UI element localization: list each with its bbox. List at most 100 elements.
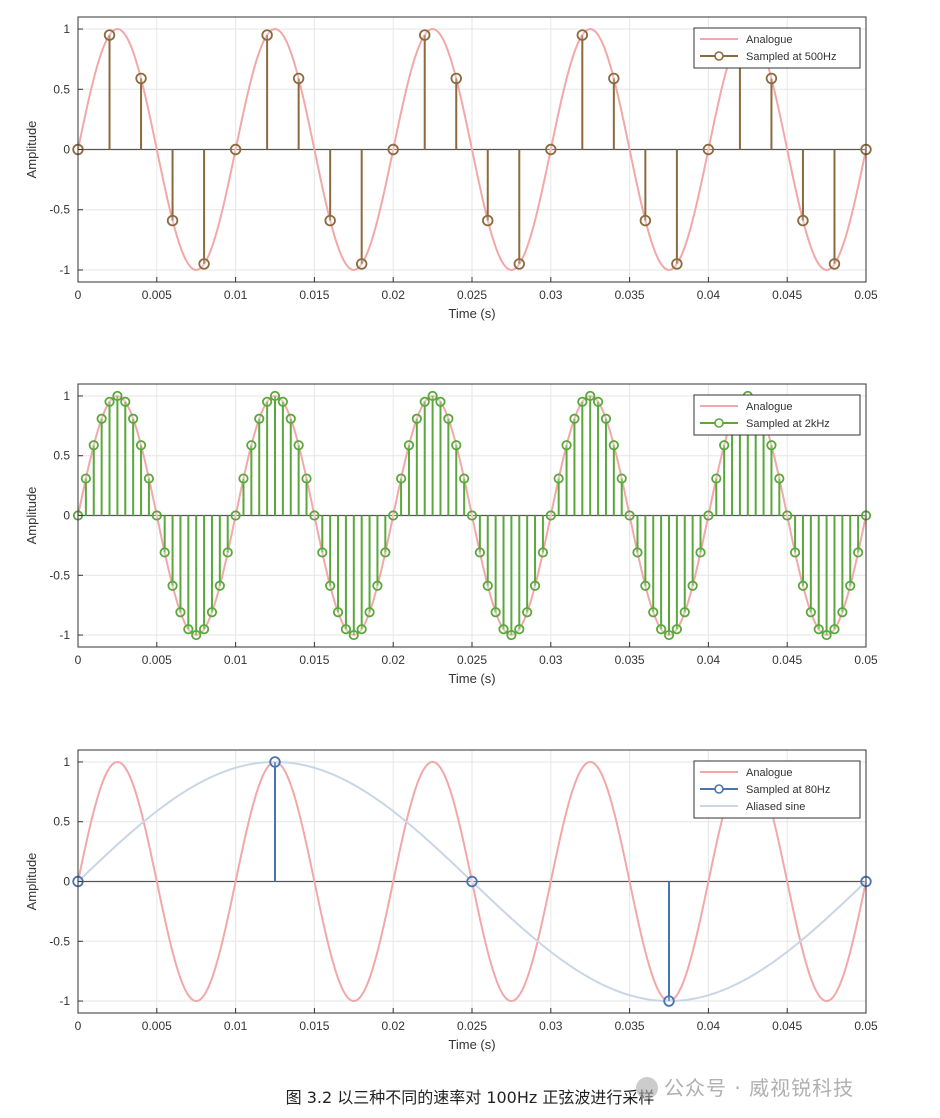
stem-marker xyxy=(103,29,116,41)
stem-marker xyxy=(537,547,549,558)
stem-marker xyxy=(703,510,714,521)
stem-marker xyxy=(183,624,194,635)
stem-marker xyxy=(285,413,296,424)
stem-marker xyxy=(451,440,462,451)
x-tick-label: 0.035 xyxy=(615,1019,645,1033)
legend-box xyxy=(693,27,861,69)
y-tick-label: 0 xyxy=(63,509,70,523)
stem-marker xyxy=(506,629,517,641)
stem-marker xyxy=(576,29,589,41)
legend-label: Aliased sine xyxy=(746,801,805,813)
y-axis-label: Amplitude xyxy=(24,121,39,179)
chart-panel-3: 0 0.005 0.01 0.015 0.02 0.025 0.03 0.035 0.04 0.0… xyxy=(24,749,878,1052)
stem-marker xyxy=(545,143,557,156)
y-tick-label: -0.5 xyxy=(49,203,70,217)
legend-marker xyxy=(714,784,724,794)
stem-marker xyxy=(545,510,556,521)
stem-marker xyxy=(277,396,288,407)
x-tick-label: 0.045 xyxy=(772,1019,802,1033)
stem-marker xyxy=(679,607,690,618)
stem-marker xyxy=(332,607,344,618)
stem-marker xyxy=(553,473,564,484)
stem-marker xyxy=(782,510,793,521)
stem-marker xyxy=(262,396,273,407)
legend-label: Analogue xyxy=(746,767,793,779)
stem-marker xyxy=(246,440,257,451)
stem-marker xyxy=(522,607,533,618)
stem-marker xyxy=(309,510,320,521)
stem-marker xyxy=(395,473,407,484)
stem-marker xyxy=(372,580,383,591)
stem-marker xyxy=(561,440,572,451)
stem-marker xyxy=(616,473,627,484)
x-tick-label: 0.03 xyxy=(539,1019,563,1033)
stem-marker xyxy=(198,258,210,270)
stem-marker xyxy=(695,547,706,558)
stem-marker xyxy=(128,413,139,424)
stem-marker xyxy=(238,473,249,484)
stem-marker xyxy=(317,547,328,558)
stem-marker xyxy=(829,624,840,635)
stem-marker xyxy=(663,995,675,1007)
stem-marker xyxy=(325,580,336,591)
stem-marker xyxy=(175,607,186,618)
stem-marker xyxy=(671,258,683,270)
x-tick-label: 0.01 xyxy=(224,653,248,667)
x-tick-label: 0.015 xyxy=(299,288,329,302)
y-axis-label: Amplitude xyxy=(24,487,39,545)
stem-marker xyxy=(230,510,241,521)
stem-marker xyxy=(711,473,722,484)
y-tick-label: -1 xyxy=(59,628,70,642)
stem-marker xyxy=(774,473,785,484)
x-tick-label: 0.03 xyxy=(539,288,563,302)
stem-marker xyxy=(797,214,809,227)
stem-marker xyxy=(269,390,281,402)
stem-marker xyxy=(403,440,415,451)
x-tick-label: 0.025 xyxy=(457,1019,487,1033)
y-tick-label: -0.5 xyxy=(49,568,70,582)
stem-marker xyxy=(577,396,588,407)
x-tick-label: 0 xyxy=(75,1019,82,1033)
stem-marker xyxy=(459,473,470,484)
x-tick-label: 0.01 xyxy=(224,1019,248,1033)
x-tick-label: 0.02 xyxy=(382,288,406,302)
stem-marker xyxy=(135,72,147,85)
stem-marker xyxy=(821,629,832,641)
x-tick-label: 0 xyxy=(75,288,82,302)
stem-marker xyxy=(514,624,525,635)
y-tick-label: 0.5 xyxy=(53,449,70,463)
series-line-3 xyxy=(77,760,867,1003)
stem-marker xyxy=(151,510,162,521)
x-tick-label: 0.025 xyxy=(457,653,487,667)
watermark-text: 公众号 · 威视锐科技 xyxy=(664,1076,855,1100)
x-tick-label: 0.01 xyxy=(224,288,248,302)
y-tick-label: -1 xyxy=(59,994,70,1008)
stem-marker xyxy=(797,580,809,591)
stem-marker xyxy=(380,547,391,558)
stem-marker xyxy=(293,440,304,451)
y-axis-label: Amplitude xyxy=(24,853,39,911)
x-tick-label: 0.015 xyxy=(299,653,329,667)
x-tick-label: 0.05 xyxy=(854,1019,878,1033)
stem-marker xyxy=(388,510,399,521)
legend-label: Sampled at 500Hz xyxy=(746,51,837,63)
series-stems-2 xyxy=(72,390,872,641)
stem-marker xyxy=(845,580,856,591)
stem-marker xyxy=(166,214,179,227)
stem-marker xyxy=(198,624,210,635)
legend: Analogue Sampled at 2kHz xyxy=(693,394,861,436)
stem-marker xyxy=(813,624,824,635)
stem-marker xyxy=(837,607,848,618)
stem-marker xyxy=(206,607,218,618)
x-tick-label: 0.005 xyxy=(142,288,172,302)
stem-marker xyxy=(853,547,864,558)
stem-marker xyxy=(585,390,596,402)
legend: Analogue Sampled at 500Hz xyxy=(693,27,861,69)
stem-marker xyxy=(592,396,604,407)
y-tick-label: 1 xyxy=(63,22,70,36)
x-tick-label: 0.03 xyxy=(539,653,563,667)
stem-marker xyxy=(324,214,336,227)
stem-marker xyxy=(159,547,170,558)
x-tick-label: 0.02 xyxy=(382,653,406,667)
